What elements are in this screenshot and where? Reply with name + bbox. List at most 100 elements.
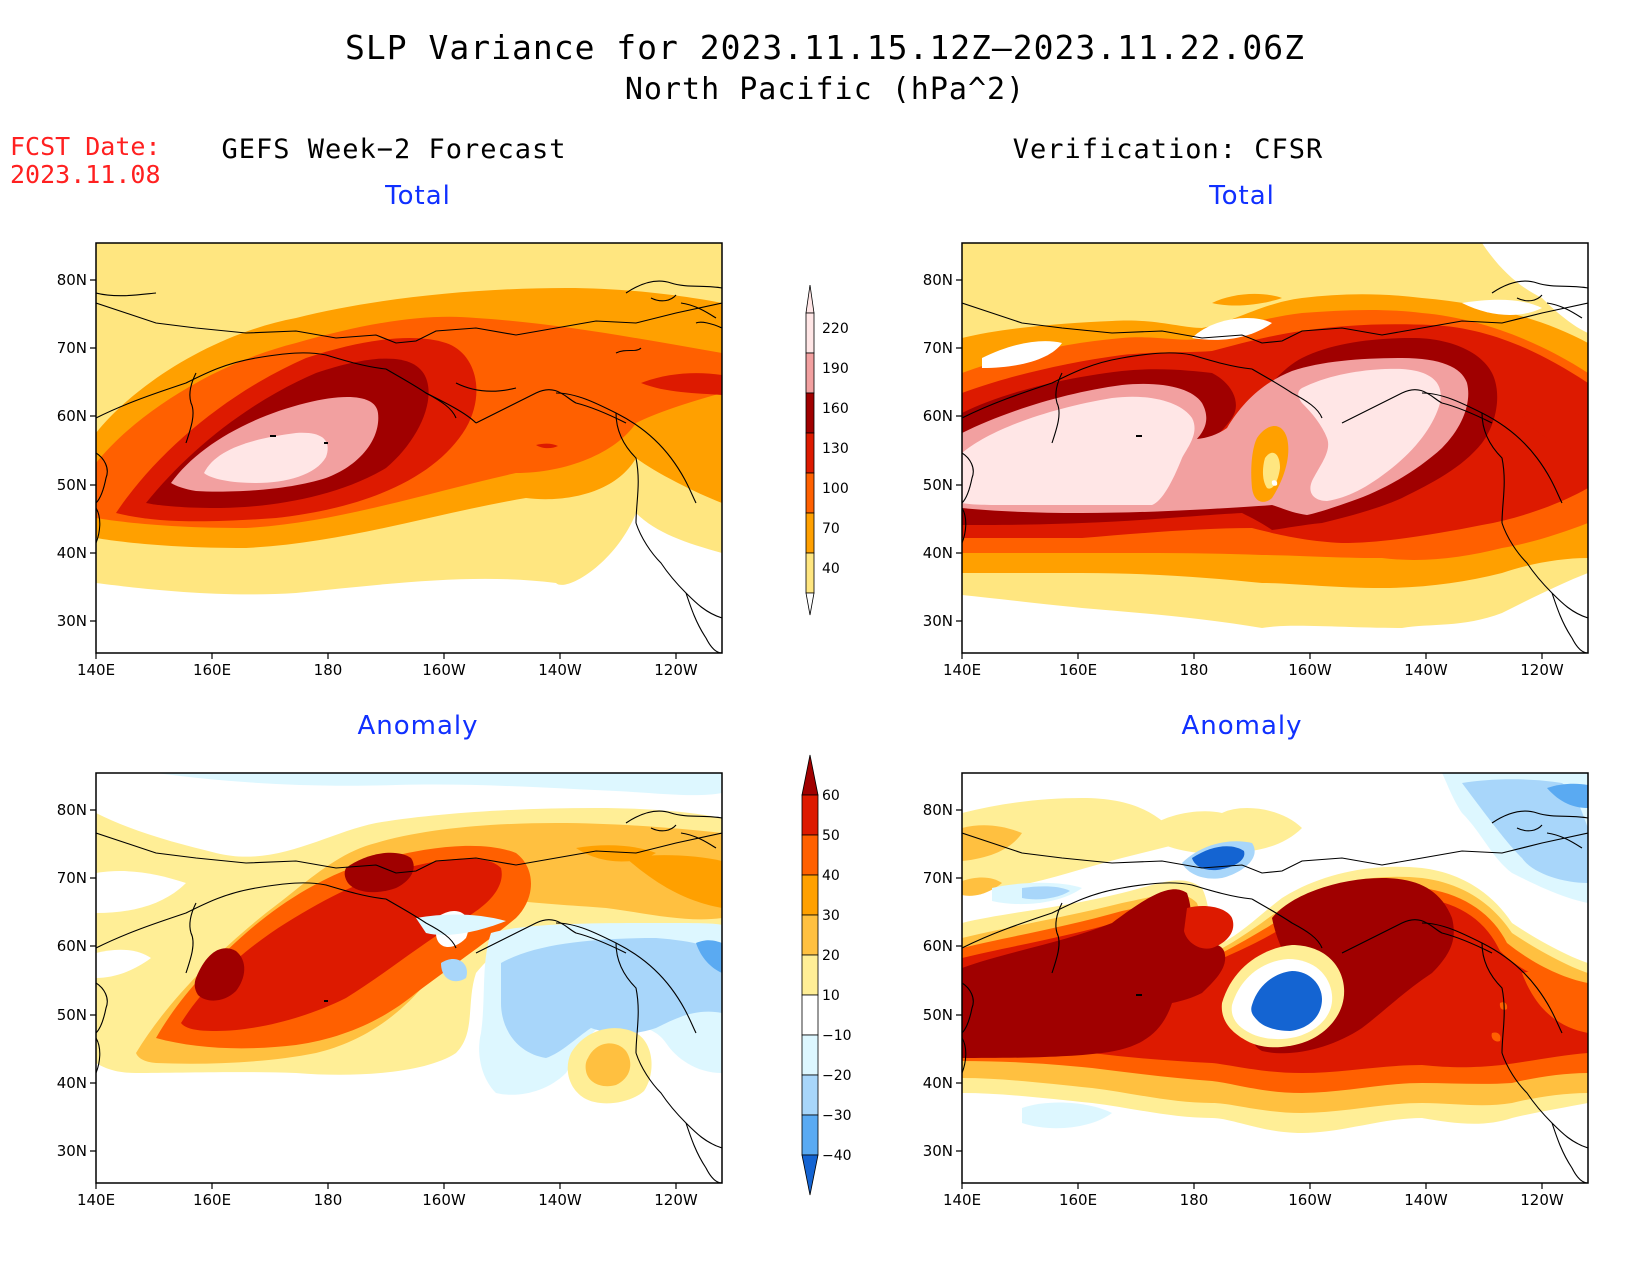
lon-label-180: 180 xyxy=(314,661,343,679)
lat-label-30N: 30N xyxy=(57,612,87,630)
lat-label-40N: 40N xyxy=(57,1074,87,1092)
colorbar-total-swatch xyxy=(805,552,815,594)
colorbar-anomaly-swatch xyxy=(801,1034,819,1076)
lon-label-160W: 160W xyxy=(1288,661,1332,679)
colorbar-anomaly-bottom-arrow xyxy=(801,1154,819,1196)
lat-label-70N: 70N xyxy=(923,339,953,357)
lat-label-40N: 40N xyxy=(57,544,87,562)
panel-subtitle-verif-anomaly: Anomaly xyxy=(1181,711,1303,741)
panel-subtitle-verif-total: Total xyxy=(1209,181,1275,211)
colorbar-anomaly-label: −10 xyxy=(822,1028,852,1044)
panel-subtitle-forecast-total: Total xyxy=(385,181,451,211)
colorbar-total-bottom-arrow xyxy=(805,592,815,616)
lon-label-140E: 140E xyxy=(943,1191,981,1209)
fcst-label: FCST Date: xyxy=(10,132,161,161)
colorbar-anomaly-swatch xyxy=(801,834,819,876)
lon-label-180: 180 xyxy=(314,1191,343,1209)
lon-label-160E: 160E xyxy=(193,661,231,679)
colorbar-total-label: 160 xyxy=(822,401,849,417)
lat-label-80N: 80N xyxy=(923,271,953,289)
fcst-date-block: FCST Date: 2023.11.08 xyxy=(10,133,161,189)
colorbar-anomaly-label: −20 xyxy=(822,1068,852,1084)
map-panel-forecast-anomaly: 80N 70N 60N 50N 40N 30N 140E 160E 180 16… xyxy=(57,772,723,1209)
lat-label-60N: 60N xyxy=(923,407,953,425)
colorbar-anomaly-label: 20 xyxy=(822,948,840,964)
colorbar-anomaly-label: 30 xyxy=(822,908,840,924)
lat-label-70N: 70N xyxy=(923,869,953,887)
lon-label-160E: 160E xyxy=(1059,661,1097,679)
lon-label-160W: 160W xyxy=(1288,1191,1332,1209)
colorbar-total-label: 100 xyxy=(822,481,849,497)
lat-label-30N: 30N xyxy=(923,612,953,630)
lon-label-140W: 140W xyxy=(538,661,582,679)
colorbar-anomaly-swatch xyxy=(801,994,819,1036)
colorbar-total-label: 190 xyxy=(822,361,849,377)
lat-label-30N: 30N xyxy=(923,1142,953,1160)
right-column-title: Verification: CFSR xyxy=(1012,134,1324,165)
lat-label-60N: 60N xyxy=(57,937,87,955)
colorbar-total-swatch xyxy=(805,432,815,474)
lon-label-140W: 140W xyxy=(1404,661,1448,679)
colorbar-total-swatch xyxy=(805,512,815,554)
lat-label-80N: 80N xyxy=(923,801,953,819)
left-column-title: GEFS Week−2 Forecast xyxy=(221,134,567,165)
lat-label-80N: 80N xyxy=(57,801,87,819)
lon-label-140E: 140E xyxy=(77,1191,115,1209)
lat-label-60N: 60N xyxy=(57,407,87,425)
lat-label-50N: 50N xyxy=(57,476,87,494)
colorbar-anomaly-label: −30 xyxy=(822,1108,852,1124)
colorbar-total-label: 70 xyxy=(822,521,840,537)
colorbar-total-swatch xyxy=(805,392,815,434)
lat-label-70N: 70N xyxy=(57,869,87,887)
lon-label-160E: 160E xyxy=(193,1191,231,1209)
lon-label-140E: 140E xyxy=(77,661,115,679)
lat-label-70N: 70N xyxy=(57,339,87,357)
colorbar-total-swatch xyxy=(805,312,815,354)
lon-label-160W: 160W xyxy=(422,1191,466,1209)
colorbar-anomaly-swatch xyxy=(801,954,819,996)
colorbar-anomaly-label: −40 xyxy=(822,1148,852,1164)
lon-label-120W: 120W xyxy=(1520,661,1564,679)
lon-label-160W: 160W xyxy=(422,661,466,679)
colorbar-total-swatch xyxy=(805,352,815,394)
lon-label-140W: 140W xyxy=(1404,1191,1448,1209)
panel-subtitle-forecast-anomaly: Anomaly xyxy=(357,711,479,741)
colorbar-anomaly-label: 60 xyxy=(822,788,840,804)
lat-label-40N: 40N xyxy=(923,1074,953,1092)
lat-label-50N: 50N xyxy=(923,476,953,494)
map-panel-verification-anomaly: 80N 70N 60N 50N 40N 30N 140E 160E 180 16… xyxy=(923,772,1589,1209)
lon-label-120W: 120W xyxy=(654,1191,698,1209)
lon-label-140W: 140W xyxy=(538,1191,582,1209)
colorbar-anomaly: 60 50 40 30 20 10 −10 −20 −30 −40 xyxy=(801,754,852,1196)
colorbar-total-label: 130 xyxy=(822,441,849,457)
colorbar-anomaly-swatch xyxy=(801,874,819,916)
lat-label-80N: 80N xyxy=(57,271,87,289)
colorbar-anomaly-swatch xyxy=(801,1114,819,1156)
colorbar-total-label: 220 xyxy=(822,321,849,337)
colorbar-anomaly-swatch xyxy=(801,794,819,836)
lat-label-60N: 60N xyxy=(923,937,953,955)
colorbar-anomaly-label: 40 xyxy=(822,868,840,884)
colorbar-anomaly-label: 50 xyxy=(822,828,840,844)
map-panel-forecast-total: 80N 70N 60N 50N 40N 30N 140E 160E 180 16… xyxy=(57,242,723,679)
lon-label-140E: 140E xyxy=(943,661,981,679)
lat-label-30N: 30N xyxy=(57,1142,87,1160)
figure-subtitle: North Pacific (hPa^2) xyxy=(624,72,1026,107)
colorbar-total-label: 40 xyxy=(822,561,840,577)
lon-label-180: 180 xyxy=(1180,1191,1209,1209)
lon-label-160E: 160E xyxy=(1059,1191,1097,1209)
colorbar-anomaly-swatch xyxy=(801,914,819,956)
map-panel-verification-total: 80N 70N 60N 50N 40N 30N 140E 160E 180 16… xyxy=(923,242,1589,679)
colorbar-anomaly-top-arrow xyxy=(801,754,819,796)
fcst-date: 2023.11.08 xyxy=(10,160,161,189)
lon-label-120W: 120W xyxy=(1520,1191,1564,1209)
lat-label-40N: 40N xyxy=(923,544,953,562)
lon-label-120W: 120W xyxy=(654,661,698,679)
lon-label-180: 180 xyxy=(1180,661,1209,679)
figure-title: SLP Variance for 2023.11.15.12Z–2023.11.… xyxy=(345,28,1305,67)
lat-label-50N: 50N xyxy=(57,1006,87,1024)
colorbar-total-swatch xyxy=(805,472,815,514)
lat-label-50N: 50N xyxy=(923,1006,953,1024)
colorbar-total-top-arrow xyxy=(805,284,815,314)
colorbar-total: 220 190 160 130 100 70 40 xyxy=(805,284,849,616)
